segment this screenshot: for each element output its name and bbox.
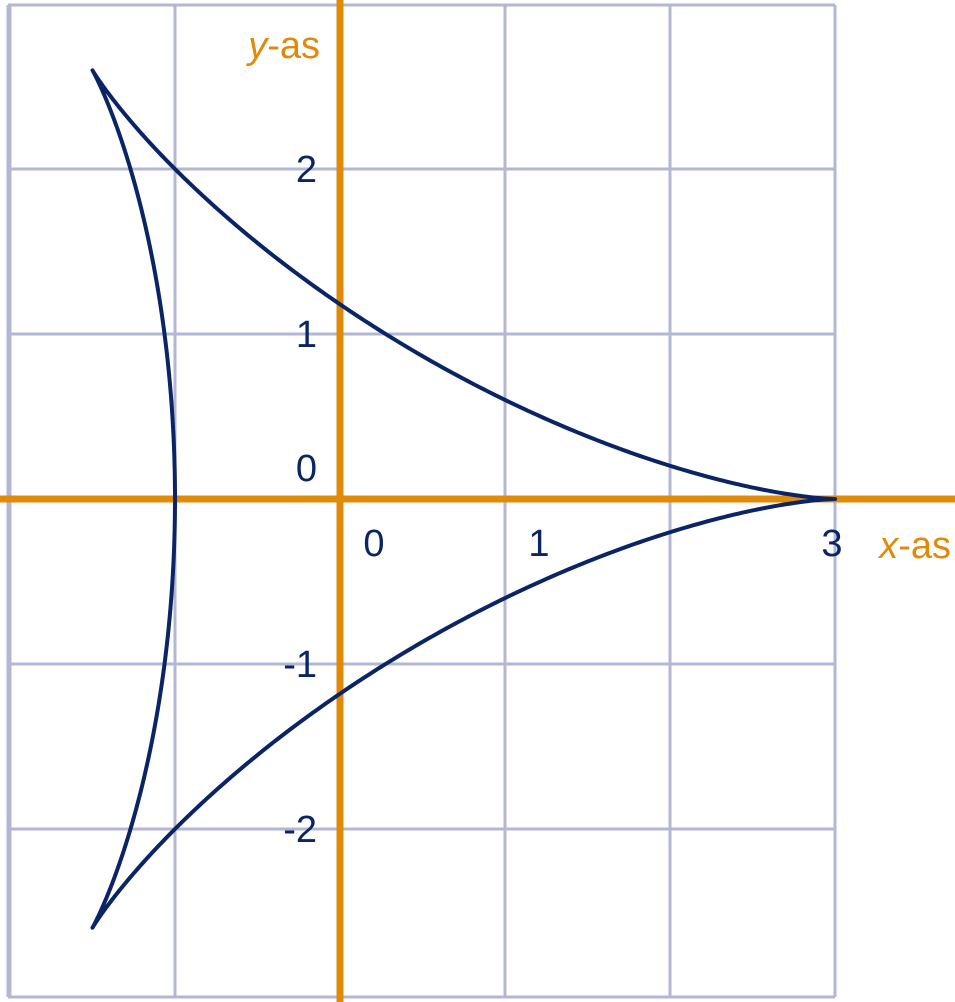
- x-tick-label: 0: [363, 523, 384, 565]
- tick-labels: 0 1 3 2 1 0 -1 -2: [283, 149, 842, 851]
- y-axis-title: y-as: [245, 25, 320, 67]
- x-tick-label: 3: [821, 523, 842, 565]
- x-axis-var: x: [877, 525, 900, 567]
- y-tick-label: -1: [283, 644, 317, 686]
- y-axis-suffix: -as: [267, 25, 320, 67]
- y-tick-label: -2: [283, 809, 317, 851]
- deltoid-curve: [90, 68, 837, 930]
- x-tick-label: 1: [528, 523, 549, 565]
- x-axis-title: x-as: [877, 525, 951, 567]
- y-tick-label: 0: [296, 448, 317, 490]
- x-axis-suffix: -as: [898, 525, 951, 567]
- y-tick-label: 2: [296, 149, 317, 191]
- y-tick-label: 1: [296, 314, 317, 356]
- y-axis-var: y: [245, 25, 269, 67]
